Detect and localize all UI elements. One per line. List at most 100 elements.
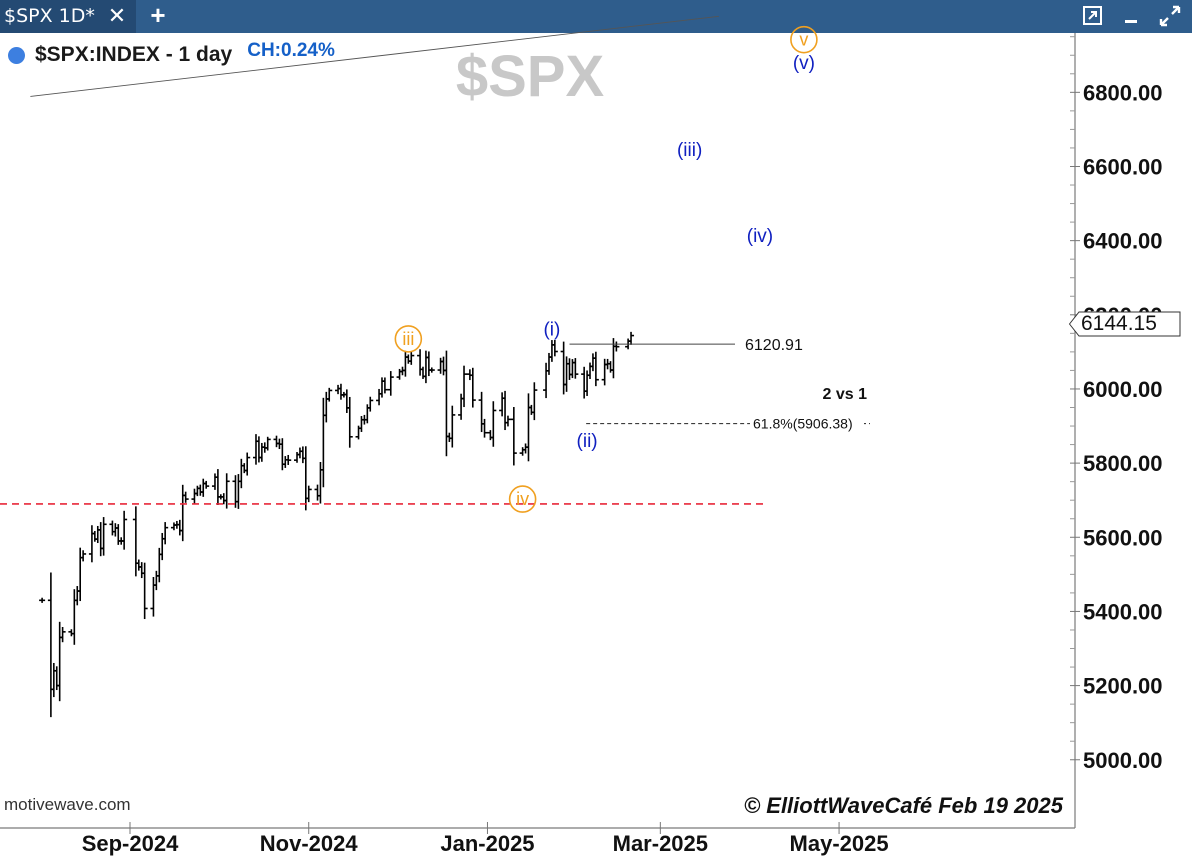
price-bar xyxy=(112,523,119,537)
price-bar xyxy=(587,362,594,380)
price-bar xyxy=(59,627,66,643)
x-tick-label: May-2025 xyxy=(790,831,889,856)
x-tick-label: Jan-2025 xyxy=(440,831,534,856)
chart-header: $SPX:INDEX - 1 day CH:0.24% xyxy=(8,40,335,70)
price-bar xyxy=(179,484,186,542)
y-tick-label: 5200.00 xyxy=(1083,674,1163,699)
price-bar xyxy=(572,358,579,379)
price-bar xyxy=(232,475,239,508)
wave-circle xyxy=(394,325,423,353)
price-bar xyxy=(299,446,306,464)
price-bar xyxy=(302,446,309,511)
add-tab-icon[interactable]: + xyxy=(150,0,166,30)
last-price-tag: 6144.15 xyxy=(1069,311,1181,337)
price-bar xyxy=(487,430,494,441)
price-bar xyxy=(56,621,63,702)
y-tick-label: 6800.00 xyxy=(1083,80,1163,105)
source-label[interactable]: motivewave.com xyxy=(4,795,131,814)
copyright-label: © ElliottWaveCafé Feb 19 2025 xyxy=(744,793,1064,818)
price-bar xyxy=(317,462,324,504)
price-bar xyxy=(551,340,558,357)
price-bar xyxy=(323,391,330,423)
price-bar xyxy=(519,447,526,456)
price-bar xyxy=(220,493,227,505)
price-bar xyxy=(376,388,383,406)
price-bar xyxy=(581,366,588,399)
fib-level-label: 61.8%(5906.38) xyxy=(753,416,853,432)
price-bar xyxy=(279,438,286,471)
tab-title: $SPX 1D* xyxy=(4,5,95,27)
price-bar xyxy=(214,469,221,505)
price-bar xyxy=(545,352,552,375)
price-bar xyxy=(358,416,365,432)
price-bar xyxy=(211,473,218,490)
price-bar xyxy=(402,350,409,377)
price-bar xyxy=(194,485,201,497)
symbol-title: $SPX:INDEX - 1 day xyxy=(35,43,233,66)
title-bar: $SPX 1D* ✕ + xyxy=(0,0,1192,33)
price-bar xyxy=(589,353,596,372)
expand-icon[interactable] xyxy=(1158,4,1182,28)
price-bar xyxy=(443,350,450,457)
price-bar xyxy=(296,447,303,459)
wave-circle xyxy=(508,485,537,513)
trendline xyxy=(30,15,719,97)
price-bar xyxy=(405,354,412,364)
price-bar xyxy=(326,387,333,402)
price-bar xyxy=(343,389,350,413)
price-bar xyxy=(428,367,435,373)
price-bar xyxy=(592,351,599,387)
wave-label-minor: (ii) xyxy=(577,431,598,452)
wave-label-major: iv xyxy=(516,489,529,509)
price-bar xyxy=(255,436,262,463)
level-label-high: 6120.91 xyxy=(745,337,803,354)
y-tick-label: 5800.00 xyxy=(1083,451,1163,476)
price-bar xyxy=(440,356,447,376)
price-bar xyxy=(499,392,506,417)
annotation-2-vs-1: 2 vs 1 xyxy=(823,386,868,403)
wave-label-minor: (iii) xyxy=(677,140,702,161)
price-bar xyxy=(305,485,312,503)
price-bar xyxy=(282,456,289,468)
price-bar xyxy=(100,517,107,556)
price-bar xyxy=(109,520,116,536)
price-bar xyxy=(150,576,157,617)
price-bar xyxy=(504,415,511,427)
price-bar xyxy=(481,418,488,438)
change-percent: CH:0.24% xyxy=(247,40,335,61)
tab-spx-1d[interactable]: $SPX 1D* ✕ xyxy=(0,0,136,33)
popout-icon[interactable] xyxy=(1081,4,1105,28)
price-bar xyxy=(584,370,591,396)
wave-circle xyxy=(790,25,818,54)
y-tick-label: 6600.00 xyxy=(1083,154,1163,179)
y-tick-label: 5000.00 xyxy=(1083,748,1163,773)
price-bar xyxy=(335,384,342,395)
price-bar xyxy=(563,356,570,392)
price-bar xyxy=(607,361,614,373)
price-bar xyxy=(121,510,128,550)
price-bar xyxy=(285,454,292,465)
wave-label-minor: (v) xyxy=(793,53,815,74)
price-bar xyxy=(525,393,532,462)
wave-label-minor: (i) xyxy=(543,320,560,341)
price-bar xyxy=(381,377,388,394)
price-bar xyxy=(68,629,75,637)
price-bar xyxy=(490,401,497,447)
price-bar xyxy=(241,463,248,474)
price-bar xyxy=(53,666,60,691)
price-bar xyxy=(510,407,517,466)
y-tick-label: 5600.00 xyxy=(1083,525,1163,550)
price-bar xyxy=(601,358,608,386)
minimize-icon[interactable] xyxy=(1121,4,1145,28)
close-icon[interactable]: ✕ xyxy=(107,4,127,29)
price-bar xyxy=(71,589,78,645)
price-bar xyxy=(50,662,57,698)
x-tick-label: Sep-2024 xyxy=(82,831,179,856)
price-bar xyxy=(458,393,465,420)
price-bar xyxy=(560,341,567,395)
price-bar xyxy=(159,532,166,561)
wave-label-major: v xyxy=(799,30,808,50)
price-bar xyxy=(191,488,198,504)
price-bar xyxy=(77,547,84,602)
